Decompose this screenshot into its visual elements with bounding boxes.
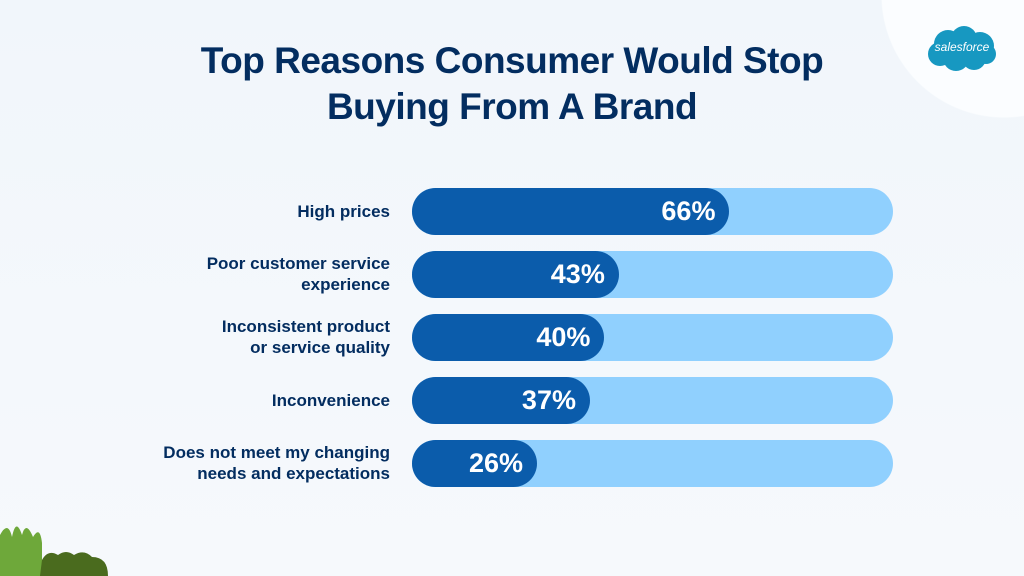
bar: 26% (412, 440, 538, 487)
category-label: Inconsistent product or service quality (90, 316, 390, 358)
category-label: Inconvenience (90, 390, 390, 411)
category-label-line: High prices (297, 201, 390, 221)
logo-text: salesforce (934, 40, 990, 54)
category-label-line: Poor customer service (206, 254, 390, 273)
category-label-line: Inconvenience (271, 390, 390, 410)
category-label-line: experience (301, 275, 390, 294)
bar-track: 26% (412, 440, 893, 487)
plant-decoration (0, 526, 108, 576)
bar: 43% (412, 251, 619, 298)
data-label: 37% (521, 385, 576, 415)
chart-title: Top Reasons Consumer Would Stop Buying F… (0, 38, 1024, 130)
title-line: Buying From A Brand (326, 86, 698, 127)
bar-track: 37% (412, 377, 893, 424)
data-label: 66% (661, 196, 716, 226)
bar: 66% (412, 188, 730, 235)
bar-track: 66% (412, 188, 893, 235)
data-label: 40% (536, 322, 591, 352)
category-label-line: needs and expectations (197, 464, 390, 483)
bar-track: 43% (412, 251, 893, 298)
title-line: Top Reasons Consumer Would Stop (200, 40, 824, 81)
category-label: Poor customer service experience (90, 253, 390, 295)
category-label-line: Does not meet my changing (163, 443, 390, 462)
bar: 37% (412, 377, 590, 424)
salesforce-cloud-logo (928, 26, 996, 71)
data-label: 43% (550, 259, 605, 289)
data-label: 26% (469, 448, 524, 478)
bar-track: 40% (412, 314, 893, 361)
category-label-line: Inconsistent product (221, 317, 390, 336)
category-label: High prices (90, 201, 390, 222)
category-label-line: or service quality (250, 338, 390, 357)
bar: 40% (412, 314, 605, 361)
category-label: Does not meet my changing needs and expec… (90, 442, 390, 484)
